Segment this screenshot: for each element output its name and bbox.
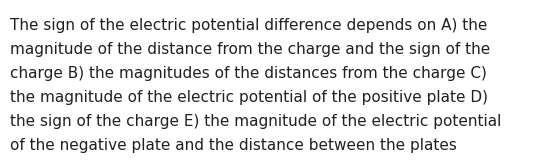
Text: the sign of the charge E) the magnitude of the electric potential: the sign of the charge E) the magnitude … <box>10 114 502 129</box>
Text: magnitude of the distance from the charge and the sign of the: magnitude of the distance from the charg… <box>10 42 490 57</box>
Text: charge B) the magnitudes of the distances from the charge C): charge B) the magnitudes of the distance… <box>10 66 487 81</box>
Text: of the negative plate and the distance between the plates: of the negative plate and the distance b… <box>10 138 457 153</box>
Text: The sign of the electric potential difference depends on A) the: The sign of the electric potential diffe… <box>10 18 487 33</box>
Text: the magnitude of the electric potential of the positive plate D): the magnitude of the electric potential … <box>10 90 488 105</box>
